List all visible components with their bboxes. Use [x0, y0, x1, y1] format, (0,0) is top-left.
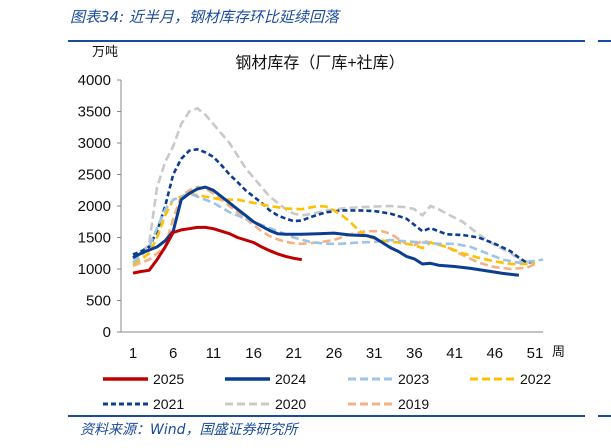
x-tick-label: 31 [366, 345, 383, 362]
legend-label-2021: 2021 [153, 396, 184, 412]
header-rule-right [598, 40, 611, 42]
x-tick-label: 1 [129, 345, 137, 362]
y-tick-label: 1000 [78, 261, 111, 278]
y-tick-label: 1500 [78, 230, 111, 247]
chart-title: 钢材库存（厂库+社库） [235, 54, 404, 72]
legend-label-2025: 2025 [153, 371, 184, 387]
x-tick-label: 41 [446, 345, 463, 362]
x-tick-label: 51 [527, 345, 544, 362]
source-note: 资料来源：Wind，国盛证券研究所 [80, 422, 298, 438]
legend-label-2020: 2020 [275, 396, 306, 412]
y-axis-label: 万吨 [92, 44, 118, 59]
y-tick-label: 2500 [78, 167, 111, 184]
y-tick-label: 4000 [78, 72, 111, 89]
series-line-2020 [132, 107, 528, 264]
x-tick-label: 36 [406, 345, 423, 362]
y-tick-label: 0 [103, 324, 111, 341]
x-tick-label: 21 [285, 345, 302, 362]
x-tick-label: 16 [245, 345, 262, 362]
series-line-2021 [132, 148, 536, 264]
x-tick-label: 46 [486, 345, 503, 362]
legend-label-2019: 2019 [398, 396, 429, 412]
legend-label-2024: 2024 [275, 371, 306, 387]
series-line-2024 [132, 185, 520, 277]
y-tick-label: 3500 [78, 104, 111, 121]
x-tick-label: 26 [326, 345, 343, 362]
header-rule [68, 40, 585, 42]
footer-rule-right [598, 415, 611, 417]
legend-label-2023: 2023 [398, 371, 429, 387]
series-line-2025 [132, 225, 303, 275]
series-line-2022 [132, 192, 536, 266]
figure-caption: 图表34: 近半月，钢材库存环比延续回落 [70, 8, 339, 26]
legend-label-2022: 2022 [520, 371, 551, 387]
x-tick-label: 11 [206, 345, 222, 362]
footer-rule [68, 415, 585, 417]
y-tick-label: 2000 [78, 198, 111, 215]
x-axis-label: 周 [552, 344, 565, 359]
y-tick-label: 3000 [78, 135, 111, 152]
y-tick-label: 500 [86, 293, 111, 310]
series-line-2023 [132, 192, 544, 264]
x-tick-label: 6 [169, 345, 177, 362]
